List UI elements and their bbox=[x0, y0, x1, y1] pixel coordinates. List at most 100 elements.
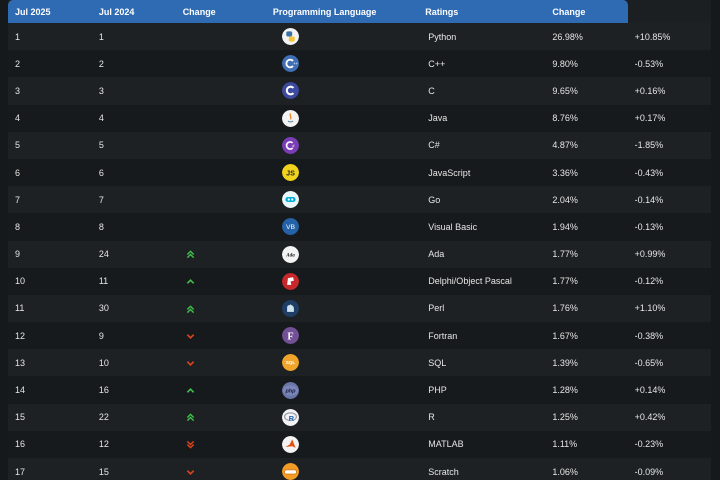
header-programming-language[interactable]: Programming Language bbox=[272, 6, 377, 17]
language-name[interactable]: MATLAB bbox=[428, 439, 464, 450]
language-logo-cell bbox=[266, 268, 418, 295]
language-logo-cell: R bbox=[266, 404, 418, 431]
double-up-arrow-icon bbox=[186, 304, 196, 314]
language-name[interactable]: Perl bbox=[428, 303, 445, 314]
rank-current: 8 bbox=[15, 221, 21, 232]
rank-change-cell bbox=[176, 77, 266, 104]
java-icon bbox=[281, 109, 299, 127]
rank-previous: 24 bbox=[98, 249, 109, 260]
rank-change-cell bbox=[176, 132, 266, 159]
down-arrow-icon bbox=[186, 359, 196, 368]
language-name[interactable]: Java bbox=[428, 113, 448, 124]
language-name[interactable]: Go bbox=[428, 194, 441, 205]
rank-change-cell bbox=[176, 50, 266, 77]
language-logo-cell: SQL bbox=[266, 349, 418, 376]
cpp-icon: ++ bbox=[281, 55, 299, 73]
table-row[interactable]: 16 12 MATLAB 1.11% -0.23% bbox=[8, 430, 711, 458]
rating-value: 8.76% bbox=[552, 113, 578, 124]
rank-current: 2 bbox=[15, 58, 21, 69]
table-row[interactable]: 17 15 Scratch 1.06% -0.09% bbox=[8, 458, 711, 480]
table-row[interactable]: 13 10 SQL SQL 1.39% -0.65% bbox=[8, 349, 711, 377]
rating-change: -0.65% bbox=[634, 357, 664, 368]
rating-value: 1.39% bbox=[552, 357, 578, 368]
table-row[interactable]: 8 8 VB Visual Basic 1.94% -0.13% bbox=[8, 213, 711, 241]
language-name[interactable]: C bbox=[428, 85, 435, 96]
svg-text:#: # bbox=[292, 143, 295, 148]
rating-change: +0.17% bbox=[634, 113, 666, 124]
delphi-icon bbox=[281, 272, 299, 290]
header-change[interactable]: Change bbox=[182, 6, 216, 17]
rank-current: 3 bbox=[15, 85, 21, 96]
rank-change-cell bbox=[176, 23, 266, 50]
rank-current: 14 bbox=[15, 385, 26, 396]
language-logo-cell: # bbox=[266, 132, 418, 159]
table-row[interactable]: 15 22 R R 1.25% +0.42% bbox=[8, 403, 711, 431]
rating-value: 1.28% bbox=[552, 385, 578, 396]
python-icon bbox=[281, 28, 299, 46]
rating-change: -0.38% bbox=[634, 330, 664, 341]
table-row[interactable]: 10 11 Delphi/Object Pascal 1.77% -0.12% bbox=[8, 267, 711, 295]
language-logo-cell: ++ bbox=[266, 50, 418, 77]
table-row[interactable]: 7 7 Go 2.04% -0.14% bbox=[8, 186, 711, 214]
rank-change-cell bbox=[176, 268, 266, 295]
language-name[interactable]: C# bbox=[428, 140, 440, 151]
table-row[interactable]: 14 16 php PHP 1.28% +0.14% bbox=[8, 376, 711, 404]
language-name[interactable]: Ada bbox=[428, 249, 445, 260]
rank-previous: 12 bbox=[98, 439, 109, 450]
up-arrow-icon bbox=[186, 386, 196, 395]
csharp-icon: # bbox=[281, 136, 299, 154]
table-row[interactable]: 1 1 Python 26.98% +10.85% bbox=[8, 23, 711, 51]
header-jul-2024[interactable]: Jul 2024 bbox=[98, 6, 135, 17]
rating-value: 4.87% bbox=[552, 140, 578, 151]
rating-value: 1.06% bbox=[552, 466, 578, 477]
table-row[interactable]: 12 9 F Fortran 1.67% -0.38% bbox=[8, 322, 711, 350]
language-logo-cell: VB bbox=[266, 213, 418, 240]
language-name[interactable]: SQL bbox=[428, 357, 447, 368]
header-jul-2025[interactable]: Jul 2025 bbox=[15, 6, 51, 17]
language-name[interactable]: Fortran bbox=[428, 330, 458, 341]
table-row[interactable]: 5 5 # C# 4.87% -1.85% bbox=[8, 131, 711, 159]
header-ratings[interactable]: Ratings bbox=[425, 6, 459, 17]
language-logo-cell: F bbox=[266, 322, 418, 349]
table-row[interactable]: 9 24 Ada Ada 1.77% +0.99% bbox=[8, 240, 711, 268]
language-name[interactable]: R bbox=[428, 412, 435, 423]
rating-value: 1.94% bbox=[552, 221, 578, 232]
rating-value: 9.80% bbox=[552, 58, 578, 69]
language-ranking-table: Jul 2025 Jul 2024 Change Programming Lan… bbox=[8, 0, 711, 480]
table-row[interactable]: 2 2 ++ C++ 9.80% -0.53% bbox=[8, 50, 711, 78]
fortran-icon: F bbox=[281, 327, 299, 345]
header-ratings-change[interactable]: Change bbox=[552, 6, 586, 17]
language-name[interactable]: Python bbox=[428, 31, 457, 42]
rating-value: 9.65% bbox=[552, 85, 578, 96]
language-name[interactable]: PHP bbox=[428, 385, 447, 396]
rating-change: -0.12% bbox=[634, 276, 664, 287]
rank-change-cell bbox=[176, 241, 266, 268]
rank-previous: 30 bbox=[98, 303, 109, 314]
rating-change: -0.13% bbox=[634, 221, 664, 232]
language-name[interactable]: Delphi/Object Pascal bbox=[428, 276, 512, 287]
table-row[interactable]: 6 6 JS JavaScript 3.36% -0.43% bbox=[8, 158, 711, 187]
language-name[interactable]: Scratch bbox=[428, 466, 459, 477]
table-row[interactable]: 3 3 C 9.65% +0.16% bbox=[8, 77, 711, 105]
table-row[interactable]: 11 30 Perl 1.76% +1.10% bbox=[8, 294, 711, 323]
language-logo-cell: Ada bbox=[266, 241, 418, 268]
up-arrow-icon bbox=[186, 277, 196, 286]
rating-change: -0.09% bbox=[634, 466, 664, 477]
svg-text:SQL: SQL bbox=[286, 361, 296, 366]
rating-value: 1.77% bbox=[552, 276, 578, 287]
language-name[interactable]: Visual Basic bbox=[428, 221, 478, 232]
rank-previous: 7 bbox=[98, 194, 104, 205]
language-name[interactable]: C++ bbox=[428, 58, 446, 69]
language-name[interactable]: JavaScript bbox=[428, 167, 471, 178]
rank-current: 16 bbox=[15, 439, 26, 450]
rating-change: +10.85% bbox=[634, 31, 671, 42]
rank-previous: 1 bbox=[98, 31, 104, 42]
rank-change-cell bbox=[176, 159, 266, 186]
double-down-arrow-icon bbox=[186, 440, 196, 450]
r-icon: R bbox=[281, 408, 299, 426]
table-row[interactable]: 4 4 Java 8.76% +0.17% bbox=[8, 104, 711, 132]
rank-current: 11 bbox=[15, 303, 25, 314]
rank-change-cell bbox=[176, 349, 266, 376]
table-header-row: Jul 2025 Jul 2024 Change Programming Lan… bbox=[8, 0, 711, 23]
rank-current: 12 bbox=[15, 330, 26, 341]
